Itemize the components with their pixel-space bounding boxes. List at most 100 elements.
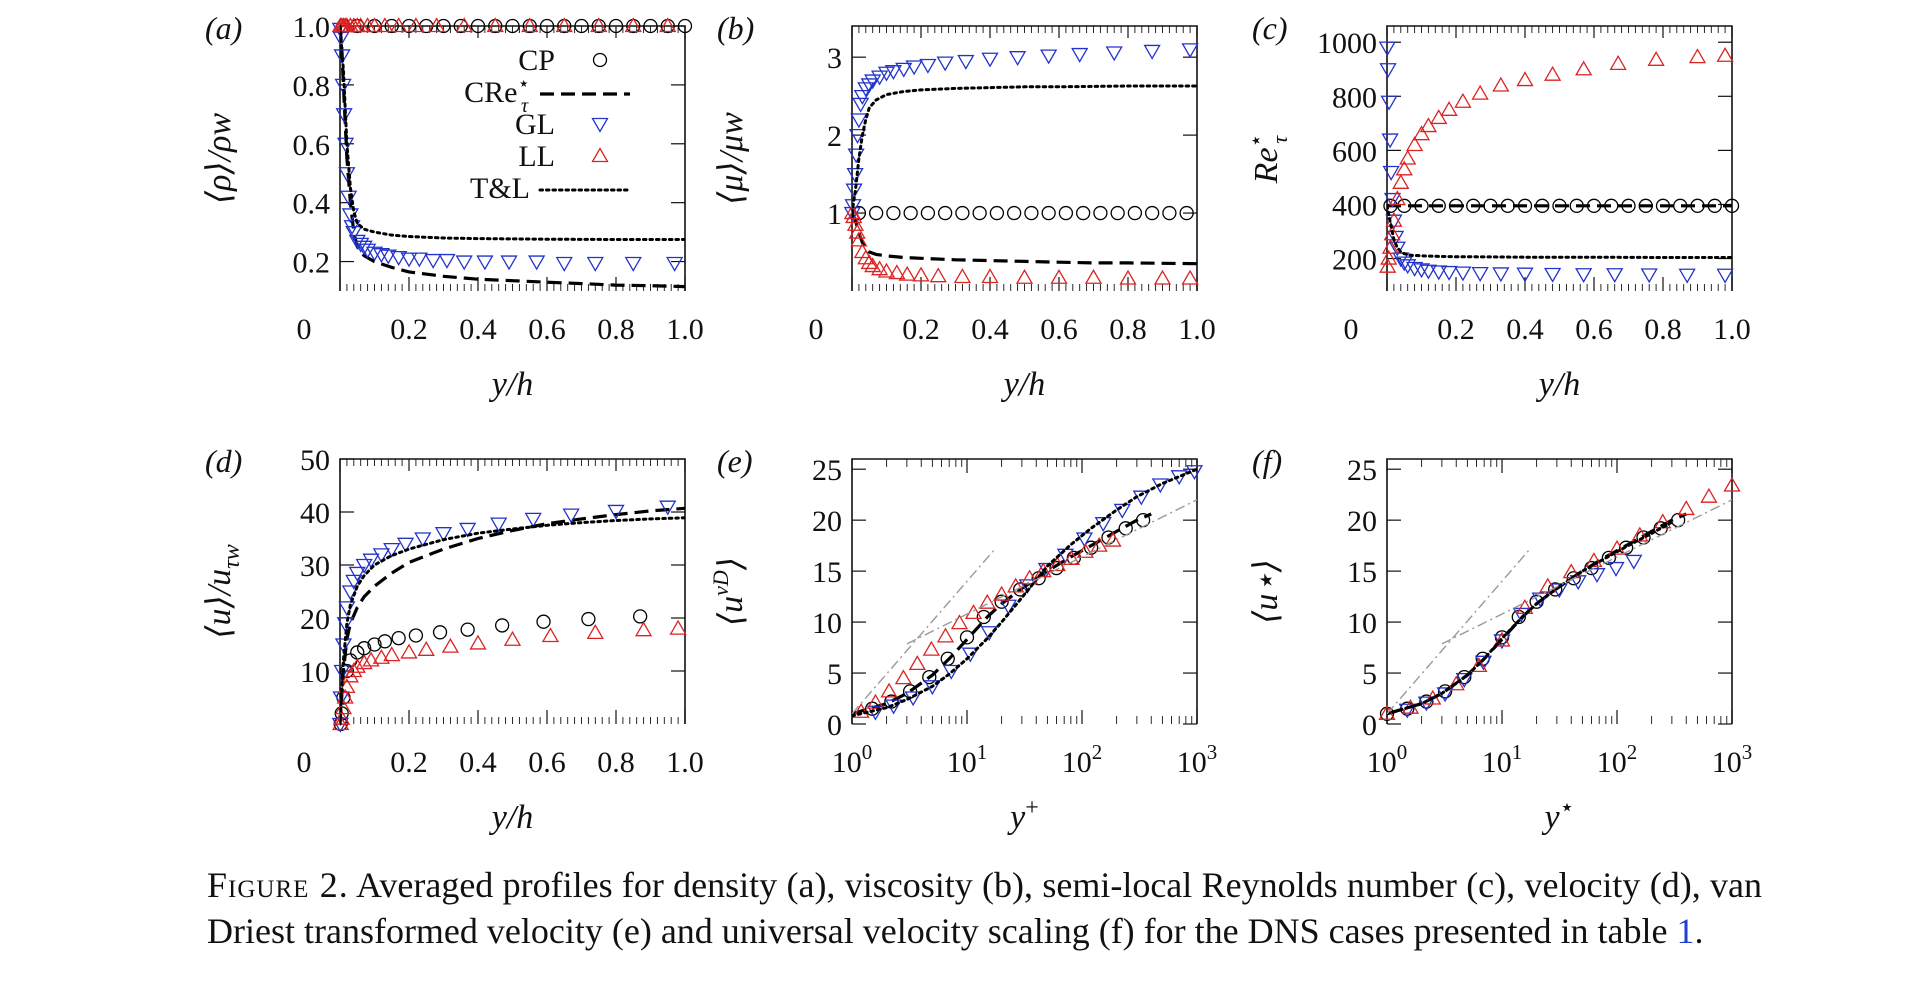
- panel-label: (b): [717, 10, 754, 46]
- caption-text: Averaged profiles for density (a), visco…: [207, 865, 1763, 951]
- axes-frame: [1386, 458, 1733, 724]
- point-ll: [541, 627, 560, 643]
- reference-line: [906, 499, 1197, 645]
- x-tick-label: 0.2: [390, 313, 428, 346]
- y-tick-label: 0: [827, 709, 842, 742]
- panel-a: 0 0.2 0.4 0.6 0.8 1.0 0.2 0.4 0.6 0.8 1.0 (a) y/h ⟨ρ⟩…: [201, 10, 704, 403]
- x-tick-label: 1.0: [666, 313, 704, 346]
- y-tick-label: 10: [1347, 607, 1377, 640]
- point-gl: [383, 542, 401, 558]
- point-cp: [1076, 205, 1091, 221]
- point-ll: [880, 682, 898, 698]
- reference-line: [1441, 499, 1732, 645]
- point-ll: [486, 17, 504, 33]
- point-ll: [555, 17, 573, 33]
- point-cp: [367, 637, 382, 652]
- point-gl: [1440, 265, 1458, 281]
- point-ll: [1543, 65, 1562, 81]
- y-tick-label: 15: [812, 556, 842, 589]
- point-ll: [1084, 268, 1103, 284]
- point-gl: [334, 638, 353, 654]
- x-tick-label: 0.8: [597, 746, 635, 779]
- point-gl: [586, 256, 604, 272]
- point-ll: [1609, 55, 1627, 71]
- point-ll: [1677, 500, 1695, 516]
- point-cp: [959, 630, 975, 645]
- point-cp: [581, 611, 596, 627]
- point-gl: [338, 167, 356, 183]
- point-cp: [994, 594, 1009, 609]
- point-gl: [1412, 263, 1431, 279]
- point-cp: [1024, 205, 1039, 221]
- point-gl: [335, 108, 353, 124]
- point-cp: [453, 18, 468, 34]
- y-tick-label: 0.8: [293, 70, 331, 103]
- x-tick-label: 0.2: [390, 746, 428, 779]
- point-ll: [1048, 556, 1066, 572]
- point-gl: [1471, 267, 1489, 282]
- point-gl: [857, 82, 875, 98]
- point-ll: [950, 614, 969, 630]
- series-line-cre: [852, 212, 1197, 266]
- point-cp: [460, 622, 475, 637]
- point-gl: [345, 225, 363, 241]
- x-tick-exponent: 0: [862, 740, 873, 764]
- point-ll: [348, 657, 366, 673]
- legend-marker: [591, 117, 609, 133]
- point-ll: [1470, 657, 1488, 673]
- x-tick-label: 0.6: [528, 313, 566, 346]
- point-ll: [857, 249, 875, 265]
- y-tick-label: 40: [300, 497, 330, 530]
- y-axis-label: ⟨μ⟩/μw: [713, 112, 750, 205]
- series-line-t-l: [1387, 520, 1674, 716]
- point-ll: [850, 231, 868, 247]
- point-gl: [1040, 49, 1058, 65]
- point-cp: [920, 205, 936, 221]
- point-ll: [390, 17, 408, 33]
- point-cp: [1179, 205, 1194, 221]
- axes-frame: [1386, 25, 1733, 291]
- series-line-cre: [852, 512, 1152, 716]
- point-gl: [338, 601, 356, 617]
- point-gl: [1143, 44, 1161, 60]
- point-gl: [1575, 268, 1593, 284]
- point-cp: [1162, 205, 1177, 221]
- panel-label: (a): [205, 10, 242, 46]
- panel-b: 0 0.2 0.4 0.6 0.8 1.0 1 2 3 (b) y/h ⟨μ⟩/μw: [713, 10, 1216, 403]
- point-gl: [1640, 268, 1658, 284]
- point-cp: [408, 628, 424, 643]
- point-ll: [981, 268, 999, 284]
- point-ll: [912, 266, 930, 282]
- x-tick-label: 1.0: [1178, 313, 1216, 346]
- caption-figure-label: Figure 2.: [207, 865, 349, 905]
- caption-table-ref[interactable]: 1: [1676, 911, 1695, 951]
- point-ll: [624, 17, 642, 33]
- point-gl: [1606, 268, 1624, 284]
- point-ll: [383, 646, 401, 662]
- point-ll: [1723, 476, 1741, 492]
- x-tick-label: 0.8: [1644, 313, 1682, 346]
- point-ll: [417, 640, 435, 656]
- point-gl: [476, 255, 494, 271]
- point-ll: [669, 619, 687, 635]
- point-cp: [1007, 205, 1022, 221]
- x-tick-label: 0: [809, 313, 824, 346]
- y-tick-label: 200: [1332, 244, 1377, 277]
- x-tick-label: 0.8: [597, 313, 635, 346]
- point-ll: [843, 204, 861, 220]
- x-axis-label: y/h: [489, 366, 534, 403]
- point-cp: [432, 625, 448, 640]
- point-ll: [521, 17, 539, 33]
- point-ll: [469, 634, 487, 650]
- point-cp: [1419, 694, 1434, 709]
- x-tick-label: 0.6: [528, 746, 566, 779]
- point-cp: [955, 205, 970, 221]
- series-line-t-l: [852, 467, 1197, 718]
- point-ll: [333, 709, 351, 725]
- point-ll: [1647, 51, 1665, 66]
- x-axis-label: y/h: [489, 799, 534, 836]
- point-ll: [1381, 238, 1400, 254]
- point-gl: [1388, 241, 1406, 257]
- legend-label-tl: T&L: [470, 172, 530, 205]
